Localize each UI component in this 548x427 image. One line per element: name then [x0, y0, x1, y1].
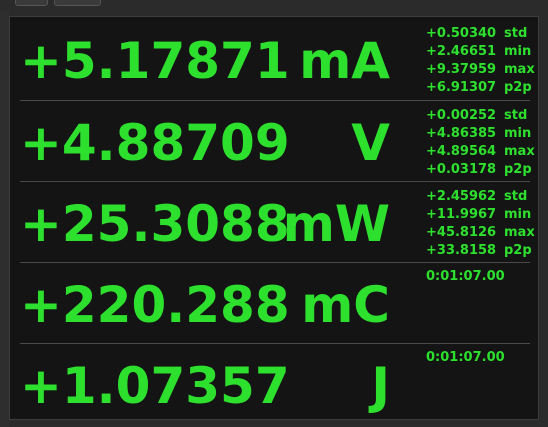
- row-divider: [20, 262, 530, 263]
- charge-unit: mC: [301, 276, 390, 334]
- stat-max: +4.89564 max: [426, 144, 535, 159]
- stat-std: +0.50340 std: [426, 26, 528, 41]
- charge-elapsed-time: 0:01:07.00: [426, 269, 505, 284]
- stat-std: +0.00252 std: [426, 108, 528, 123]
- energy-value: +1.07357: [20, 357, 290, 415]
- power-stats: +2.45962 std +11.9967 min +45.8126 max +33.…: [426, 188, 535, 260]
- stat-std: +2.45962 std: [426, 189, 528, 204]
- voltage-stats: +0.00252 std +4.86385 min +4.89564 max +0.0…: [426, 107, 535, 179]
- left-edge: [0, 10, 9, 427]
- row-divider: [20, 181, 530, 182]
- measurement-row-charge: +220.288 mC 0:01:07.00: [10, 263, 538, 344]
- power-value: +25.3088: [20, 195, 290, 253]
- voltage-value: +4.88709: [20, 114, 290, 172]
- current-stats: +0.50340 std +2.46651 min +9.37959 max +6.9…: [426, 25, 535, 97]
- measurement-row-power: +25.3088 mW +2.45962 std +11.9967 min +45.…: [10, 182, 538, 263]
- stat-min: +4.86385 min: [426, 126, 532, 141]
- row-divider: [20, 343, 530, 344]
- measurement-row-current: +5.17871 mA +0.50340 std +2.46651 min +9.3…: [10, 19, 538, 100]
- measurement-row-voltage: +4.88709 V +0.00252 std +4.86385 min +4.89…: [10, 101, 538, 182]
- stat-max: +45.8126 max: [426, 225, 535, 240]
- toolbar-button-1[interactable]: [15, 0, 48, 6]
- voltage-unit: V: [351, 114, 390, 172]
- top-toolbar: [0, 0, 548, 10]
- current-unit: mA: [299, 32, 390, 90]
- energy-elapsed-time: 0:01:07.00: [426, 350, 505, 365]
- stat-p2p: +0.03178 p2p: [426, 162, 532, 177]
- stat-p2p: +33.8158 p2p: [426, 243, 532, 258]
- current-value: +5.17871: [20, 32, 290, 90]
- row-divider: [20, 100, 530, 101]
- power-unit: mW: [282, 195, 390, 253]
- stat-p2p: +6.91307 p2p: [426, 80, 532, 95]
- stat-max: +9.37959 max: [426, 62, 535, 77]
- charge-value: +220.288: [20, 276, 290, 334]
- measurement-panel: +5.17871 mA +0.50340 std +2.46651 min +9.3…: [9, 16, 539, 420]
- measurement-row-energy: +1.07357 J 0:01:07.00: [10, 344, 538, 425]
- toolbar-button-2[interactable]: [54, 0, 101, 6]
- energy-unit: J: [371, 357, 390, 415]
- stat-min: +11.9967 min: [426, 207, 532, 222]
- stat-min: +2.46651 min: [426, 44, 532, 59]
